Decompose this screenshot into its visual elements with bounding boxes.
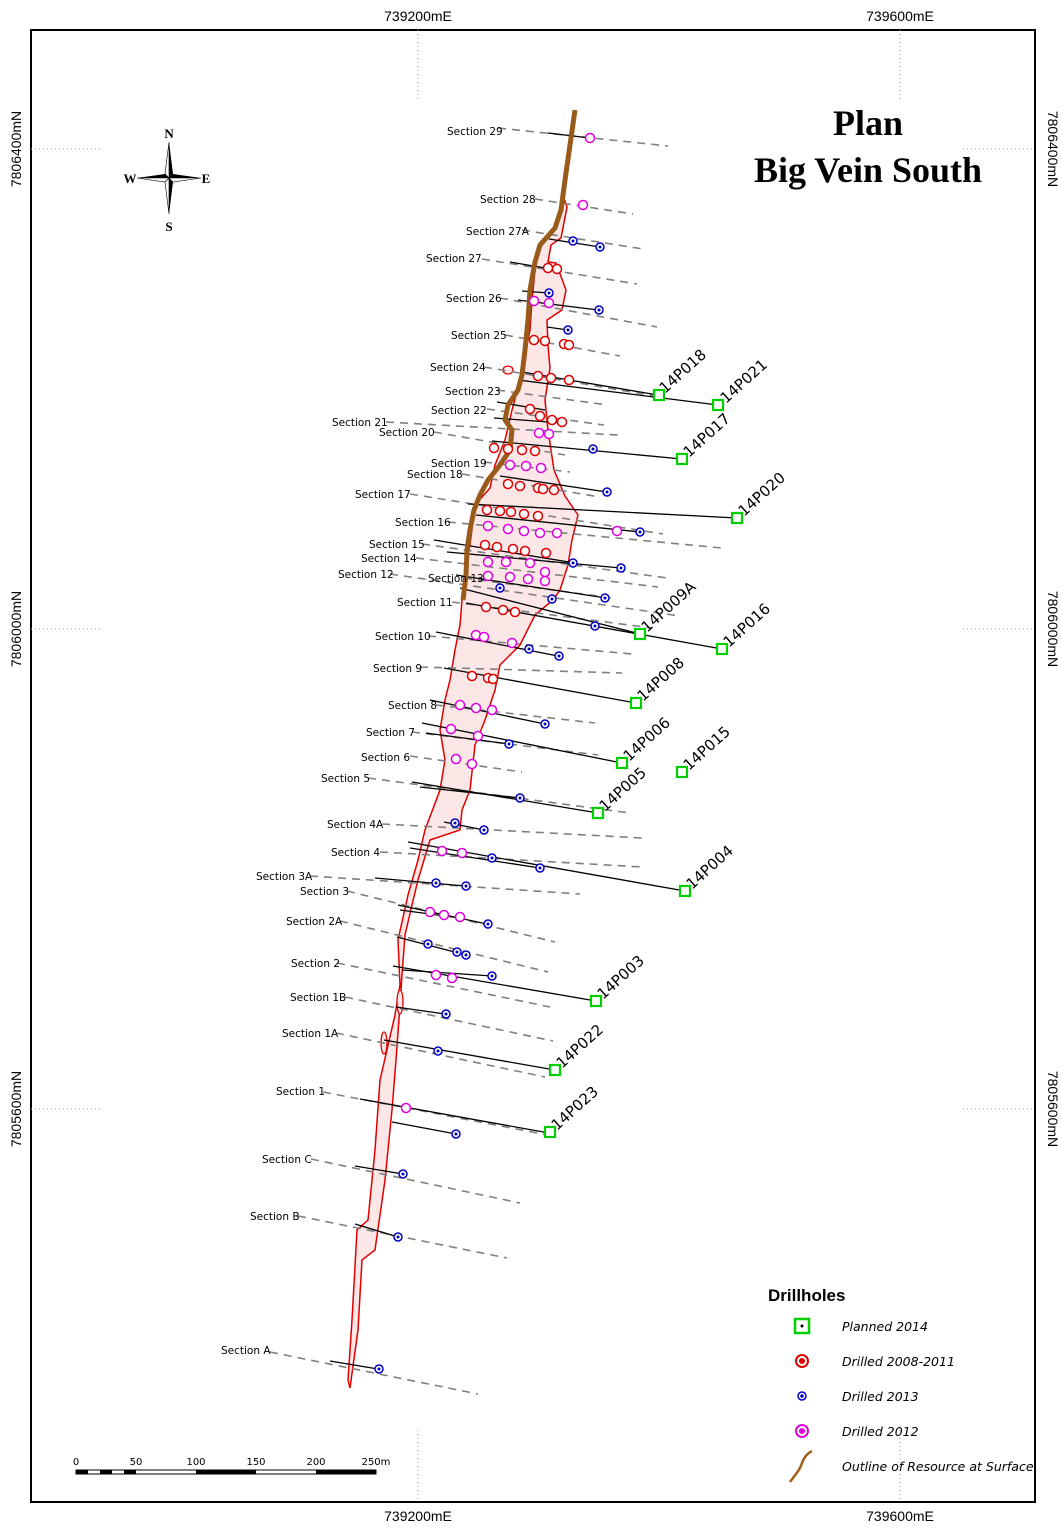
legend-label-planned: Planned 2014	[842, 1319, 928, 1334]
section-label: Section 10	[375, 631, 431, 643]
section-label: Section 26	[446, 293, 502, 305]
section-label: Section 28	[480, 194, 536, 206]
section-label: Section 29	[447, 126, 503, 138]
section-label: Section 22	[431, 405, 487, 417]
northing-label-right-1: 7806400mN	[1045, 111, 1061, 187]
section-label: Section 25	[451, 330, 507, 342]
compass-s: S	[165, 219, 172, 234]
northing-label-left-2: 7806000mN	[8, 591, 24, 667]
map-frame	[30, 29, 1036, 1503]
scale-label: 150	[246, 1457, 265, 1468]
section-label: Section 13	[428, 573, 484, 585]
northing-label-right-3: 7805600mN	[1045, 1071, 1061, 1147]
easting-label-top-1: 739200mE	[384, 8, 452, 24]
northing-label-left-3: 7805600mN	[8, 1071, 24, 1147]
section-label: Section 1A	[282, 1028, 339, 1040]
easting-label-bottom-1: 739200mE	[384, 1508, 452, 1524]
section-label: Section 8	[388, 700, 437, 712]
section-label: Section 15	[369, 539, 425, 551]
legend-label-2013: Drilled 2013	[842, 1389, 919, 1404]
section-label: Section 1B	[290, 992, 346, 1004]
section-label: Section B	[250, 1211, 300, 1223]
drilled-2012-collars	[400, 132, 623, 1114]
northing-label-left-1: 7806400mN	[8, 111, 24, 187]
section-label: Section 7	[366, 727, 415, 739]
section-label: Section 4A	[327, 819, 384, 831]
grid	[31, 30, 1035, 1502]
scale-label: 0	[73, 1457, 79, 1468]
section-label: Section 11	[397, 597, 453, 609]
section-label: Section 20	[379, 427, 435, 439]
section-labels: Section 29 Section 28 Section 27A Sectio…	[221, 126, 536, 1357]
compass-n: N	[164, 126, 174, 141]
legend-title: Drillholes	[768, 1286, 845, 1305]
compass-rose-icon: N S W E	[124, 126, 211, 234]
legend-outcrop-icon	[788, 1449, 813, 1483]
section-label: Section 18	[407, 469, 463, 481]
collar-centres	[377, 239, 642, 1371]
section-label: Section 1	[276, 1086, 325, 1098]
section-label: Section 27A	[466, 226, 530, 238]
section-label: Section 17	[355, 489, 411, 501]
compass-w: W	[124, 171, 137, 186]
scale-label: 250m	[362, 1457, 391, 1468]
legend: Drillholes Planned 2014 Drilled 2008-201…	[768, 1286, 1034, 1483]
map-title-line1: Plan	[833, 103, 903, 143]
section-label: Section 9	[373, 663, 422, 675]
section-label: Section 3A	[256, 871, 313, 883]
scale-bar: 0 50 100 150 200 250m	[73, 1457, 391, 1475]
section-label: Section 23	[445, 386, 501, 398]
easting-label-top-2: 739600mE	[866, 8, 934, 24]
easting-label-bottom-2: 739600mE	[866, 1508, 934, 1524]
section-label: Section 5	[321, 773, 370, 785]
drillhole-collars	[374, 132, 645, 1374]
section-label: Section 2	[291, 958, 340, 970]
section-label: Section 16	[395, 517, 451, 529]
scale-label: 100	[186, 1457, 205, 1468]
map-title-line2: Big Vein South	[754, 150, 982, 190]
drilled-2008-2011-collars	[466, 262, 575, 685]
section-label: Section 6	[361, 752, 410, 764]
section-label: Section 2A	[286, 916, 343, 928]
section-label: Section 4	[331, 847, 380, 859]
legend-label-2012: Drilled 2012	[842, 1424, 919, 1439]
section-label: Section 19	[431, 458, 487, 470]
section-label: Section 27	[426, 253, 482, 265]
legend-label-2008-2011: Drilled 2008-2011	[842, 1354, 955, 1369]
section-label: Section C	[262, 1154, 312, 1166]
surface-outcrop-line	[460, 109, 578, 601]
section-label: Section 21	[332, 417, 388, 429]
section-label: Section 3	[300, 886, 349, 898]
section-label: Section 24	[430, 362, 486, 374]
section-label: Section 14	[361, 553, 417, 565]
section-label: Section 12	[338, 569, 394, 581]
northing-label-right-2: 7806000mN	[1045, 591, 1061, 667]
scale-label: 50	[130, 1457, 143, 1468]
legend-label-outcrop: Outline of Resource at Surface	[842, 1459, 1034, 1474]
compass-e: E	[202, 171, 211, 186]
scale-label: 200	[306, 1457, 325, 1468]
section-label: Section A	[221, 1345, 271, 1357]
